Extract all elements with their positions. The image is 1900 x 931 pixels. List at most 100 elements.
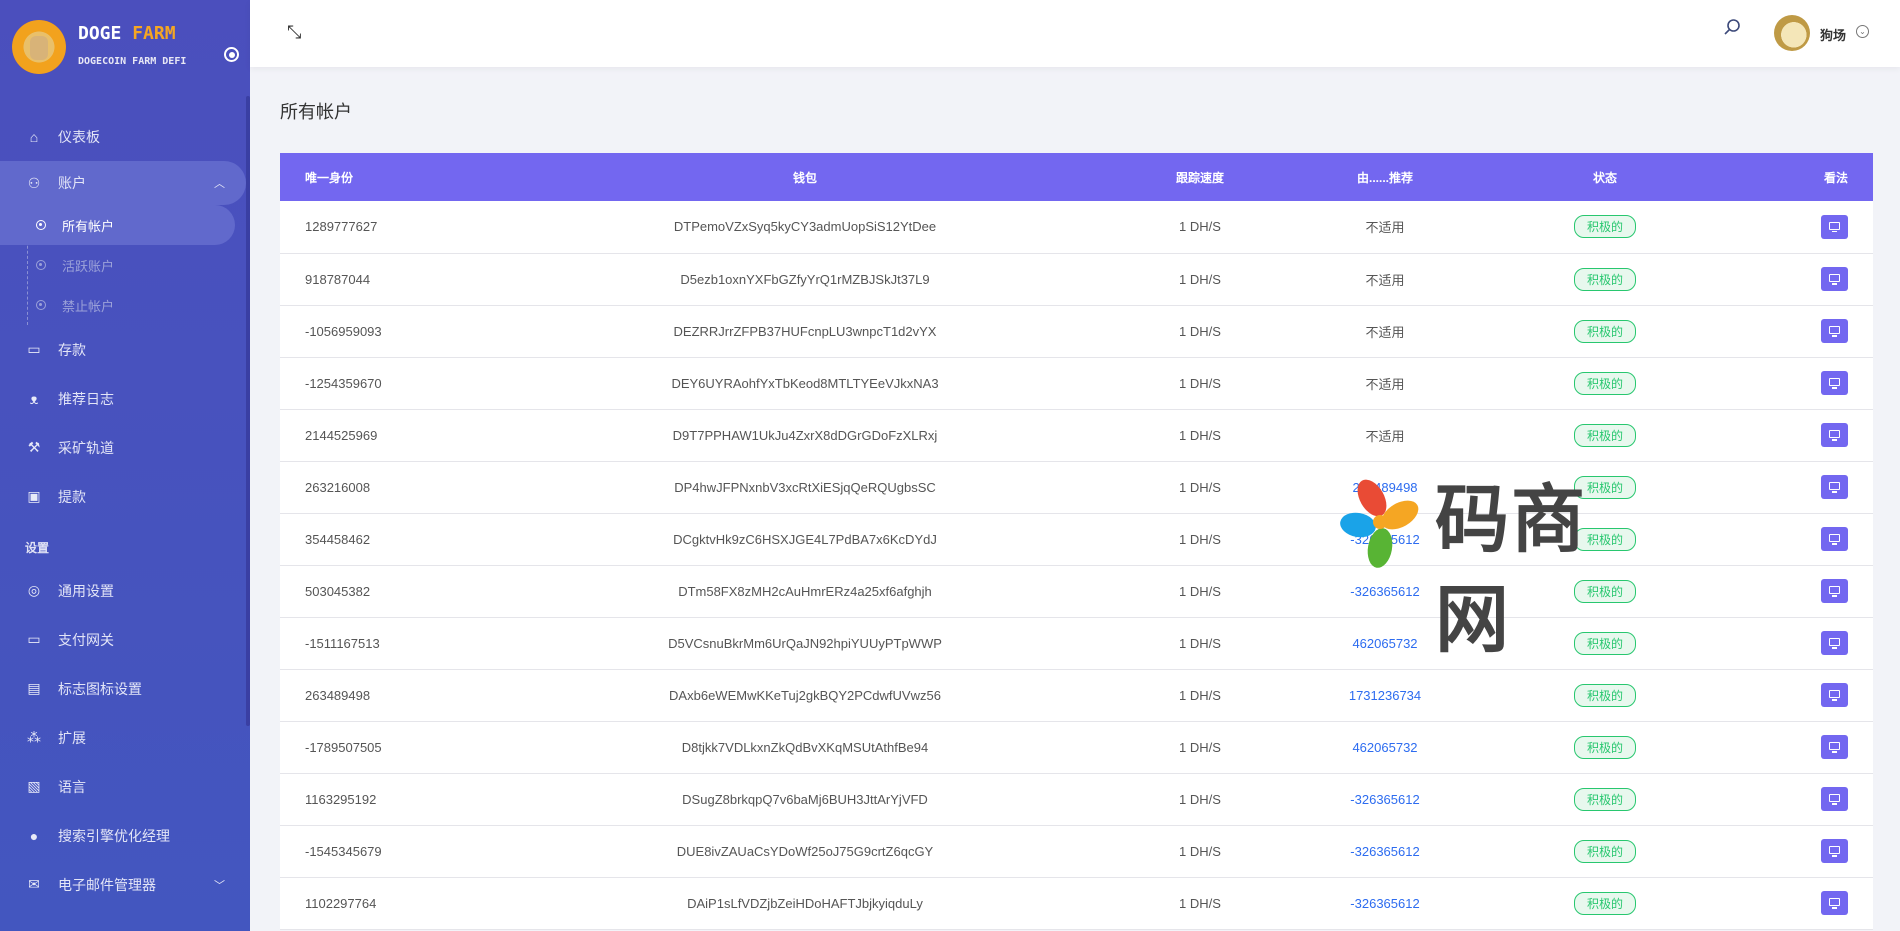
view-button[interactable] [1821,267,1848,291]
sidebar-item[interactable]: ✉ 电子邮件管理器 ﹀ [0,860,246,909]
cell-id: -1056959093 [305,323,382,339]
cell-id: 354458462 [305,531,371,547]
sidebar-item-label: 提款 [58,488,86,505]
cell-id: 1102297764 [305,895,377,911]
cell-id: 2144525969 [305,427,378,443]
view-button[interactable] [1821,319,1848,343]
user-name[interactable]: 狗场 [1820,28,1847,43]
referral-icon: ᴥ [29,390,39,407]
view-button[interactable] [1821,891,1848,915]
sidebar-item-label: 搜索引擎优化经理 [58,827,170,844]
cell-view [1710,773,1873,825]
status-badge: 积极的 [1573,215,1636,239]
brand[interactable]: DOGE FARM DOGECOIN FARM DEFI [0,0,250,90]
view-button[interactable] [1821,683,1848,707]
cell-wallet: DAiP1sLfVDZjbZeiHDoHAFTJbjkyiqduLy [687,895,923,911]
view-button[interactable] [1821,735,1848,759]
cell-wallet: DTPemoVZxSyq5kyCY3admUopSiS12YtDee [673,219,937,235]
status-badge: 积极的 [1573,579,1636,603]
referrer-link[interactable]: 462065732 [1352,739,1418,755]
cell-id: -1511167513 [305,635,380,651]
cell-speed: 1 DH/S [1179,531,1221,547]
sidebar-pin-toggle[interactable] [224,47,239,62]
col-referred-by: 由......推荐 [1356,170,1413,185]
cell-wallet: DAxb6eWEMwKKeTuj2gkBQY2PCdwfUVwz56 [669,687,941,703]
sidebar-item[interactable]: ⚒ 采矿轨道 [0,423,246,472]
cell-view [1710,721,1873,773]
cell-status: 积极的 [1500,773,1710,825]
circle-icon [36,300,46,310]
view-button[interactable] [1821,579,1848,603]
cell-referrer: 不适用 [1365,428,1405,444]
cell-speed: 1 DH/S [1179,739,1221,755]
cell-status: 积极的 [1500,201,1710,253]
avatar[interactable] [1774,15,1810,51]
col-speed: 跟踪速度 [1175,170,1224,185]
view-button[interactable] [1821,527,1848,551]
view-button[interactable] [1821,371,1848,395]
sidebar-item[interactable]: ᴥ 推荐日志 [0,374,246,423]
sidebar-item-label: 标志图标设置 [58,680,142,697]
status-badge: 积极的 [1573,319,1636,343]
sidebar-item[interactable]: ⚇ 账户 ︿ [0,161,246,205]
chevron-up-icon[interactable]: ︿ [214,178,225,190]
referrer-link[interactable]: -326365612 [1350,895,1420,911]
cell-id: 503045382 [305,583,371,599]
referrer-link[interactable]: -326365612 [1350,583,1420,599]
collapse-icon[interactable]: ⤡ [287,22,302,42]
view-button[interactable] [1821,631,1848,655]
chevron-down-icon[interactable]: ⌄ [1856,25,1869,38]
table-row: -1789507505 D8tjkk7VDLkxnZkQdBvXKqMSUtAt… [280,721,1873,773]
cell-view [1710,409,1873,461]
search-icon[interactable] [1723,18,1741,36]
status-badge: 积极的 [1573,839,1636,863]
sidebar-subitem-label: 所有帐户 [62,218,115,234]
sidebar-item[interactable]: ▭ 支付网关 [0,615,246,664]
sidebar-subitem[interactable]: 禁止帐户 [0,285,246,325]
cell-id: -1254359670 [305,375,382,391]
view-button[interactable] [1821,839,1848,863]
cell-wallet: DTm58FX8zMH2cAuHmrERz4a25xf6afghjh [678,583,932,599]
cell-wallet: DP4hwJFPNxnbV3xcRtXiESjqQeRQUgbsSC [674,479,936,495]
cell-status: 积极的 [1500,721,1710,773]
cell-wallet: D5VCsnuBkrMm6UrQaJN92hpiYUUyPTpWWP [668,635,942,651]
referrer-link[interactable]: 1731236734 [1348,687,1422,703]
view-button[interactable] [1821,423,1848,447]
view-button[interactable] [1821,214,1848,239]
sidebar-item[interactable]: ◎ 通用设置 [0,566,246,615]
status-badge: 积极的 [1573,787,1636,811]
referrer-link[interactable]: 263489498 [1352,479,1418,495]
cell-status: 积极的 [1500,877,1710,929]
sidebar-subitem[interactable]: 活跃账户 [0,245,246,285]
table-row: 1163295192 DSugZ8brkqpQ7v6baMj6BUH3JttAr… [280,773,1873,825]
status-badge: 积极的 [1573,891,1636,915]
mail-icon: ✉ [28,876,40,892]
table-row: -1254359670 DEY6UYRAohfYxTbKeod8MTLTYEeV… [280,357,1873,409]
table-row: 263216008 DP4hwJFPNxnbV3xcRtXiESjqQeRQUg… [280,461,1873,513]
cell-view [1710,617,1873,669]
referrer-link[interactable]: -326365612 [1350,531,1420,547]
sidebar-item[interactable]: ● 搜索引擎优化经理 [0,811,246,860]
sidebar-item[interactable]: ⌂ 仪表板 [0,112,246,161]
chevron-down-icon[interactable]: ﹀ [214,879,225,892]
brand-subtitle: DOGECOIN FARM DEFI [78,56,187,67]
referrer-link[interactable]: 462065732 [1352,635,1418,651]
sidebar-item[interactable]: ▤ 标志图标设置 [0,664,246,713]
sidebar-item[interactable]: ⁂ 扩展 [0,713,246,762]
col-wallet: 钱包 [792,170,817,185]
sidebar-subitem-label: 活跃账户 [62,258,115,274]
language-icon: ▧ [27,778,41,794]
cell-speed: 1 DH/S [1179,635,1221,651]
referrer-link[interactable]: -326365612 [1350,843,1420,859]
view-button[interactable] [1821,475,1848,499]
sidebar-item[interactable]: ▭ 存款 [0,325,246,374]
cell-speed: 1 DH/S [1179,375,1221,391]
table-row: 1289777627 DTPemoVZxSyq5kyCY3admUopSiS12… [280,201,1873,253]
view-button[interactable] [1821,787,1848,811]
referrer-link[interactable]: -326365612 [1350,791,1420,807]
sidebar-item[interactable]: ▣ 提款 [0,472,246,521]
sidebar-subitem[interactable]: 所有帐户 [0,205,235,245]
status-badge: 积极的 [1573,371,1636,395]
sidebar-item[interactable]: ▧ 语言 [0,762,246,811]
sidebar-scrollbar[interactable] [246,96,250,726]
